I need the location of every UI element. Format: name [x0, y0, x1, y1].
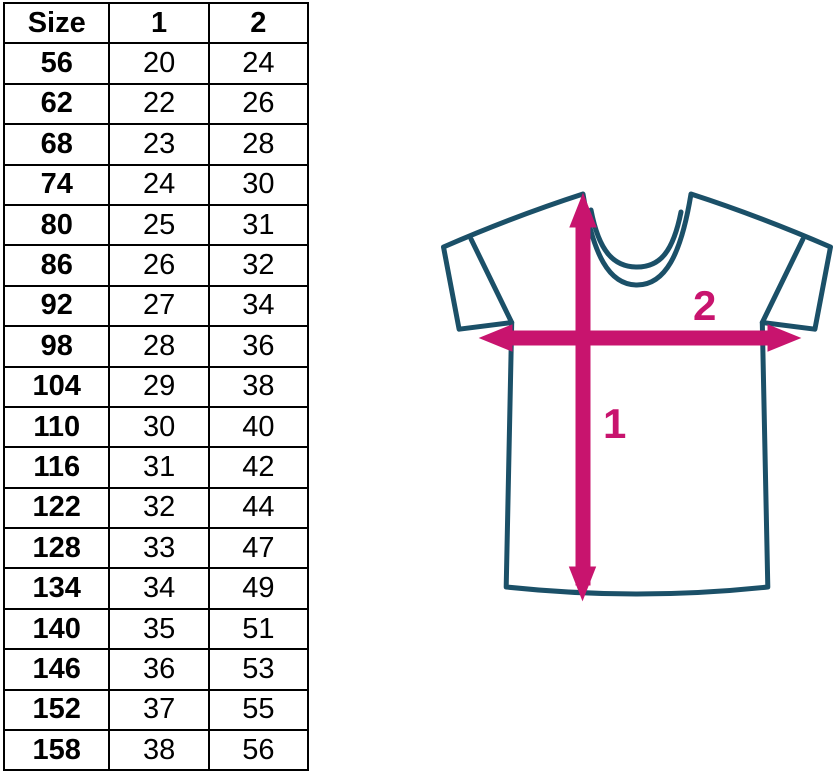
svg-text:2: 2	[693, 282, 716, 329]
svg-text:1: 1	[603, 400, 626, 447]
